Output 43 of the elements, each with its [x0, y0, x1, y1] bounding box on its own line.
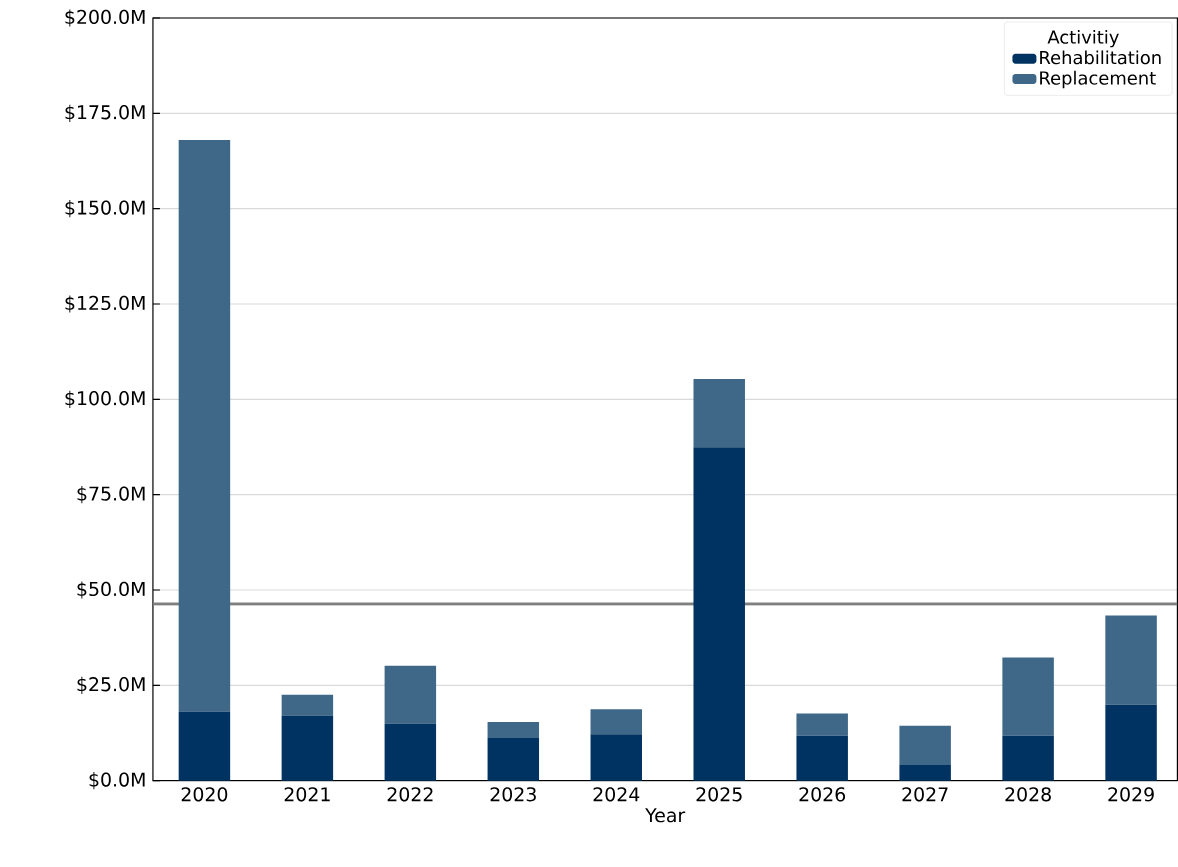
bar [384, 666, 437, 724]
bar [281, 715, 334, 781]
legend-label: Rehabilitation [1040, 50, 1161, 65]
x-tick-label: 2025 [696, 787, 742, 802]
bar [1105, 704, 1157, 781]
x-tick-label: 2022 [387, 787, 433, 802]
bar [693, 379, 745, 448]
x-tick-label: 2027 [902, 787, 948, 802]
y-tick-label: $25.0M [77, 676, 145, 695]
x-tick-label: 2029 [1108, 787, 1154, 802]
bar [1105, 615, 1157, 705]
y-tick-label: $200.0M [65, 9, 145, 27]
bar [796, 735, 848, 781]
bar [899, 725, 951, 766]
bar [281, 695, 334, 716]
x-tick-label: 2024 [593, 787, 640, 802]
bar [590, 734, 643, 781]
bar [487, 738, 540, 781]
y-tick-label: $50.0M [77, 581, 145, 599]
x-tick-label: 2020 [181, 787, 228, 802]
bar [384, 723, 437, 781]
y-tick-label: $175.0M [65, 104, 145, 123]
bar [899, 765, 951, 781]
bar [178, 140, 231, 712]
bar [178, 711, 231, 781]
x-tick-label: 2021 [284, 787, 330, 802]
legend-title: Activitiy [1047, 30, 1119, 48]
x-tick-label: 2026 [799, 787, 846, 802]
bar [1002, 735, 1054, 781]
x-tick-label: 2028 [1005, 787, 1051, 802]
y-tick-label: $75.0M [77, 486, 145, 504]
legend-label: Replacement [1040, 71, 1156, 89]
y-tick-label: $150.0M [65, 200, 145, 218]
y-tick-label: $125.0M [65, 295, 145, 313]
x-axis-title: Year [645, 808, 686, 823]
bar [487, 722, 540, 739]
x-tick-label: 2023 [490, 787, 536, 802]
bar [590, 709, 643, 735]
y-tick-label: $100.0M [65, 390, 145, 409]
y-tick-label: $0.0M [89, 772, 145, 790]
bar [1002, 657, 1054, 736]
bar [693, 447, 745, 781]
bar [796, 713, 848, 736]
